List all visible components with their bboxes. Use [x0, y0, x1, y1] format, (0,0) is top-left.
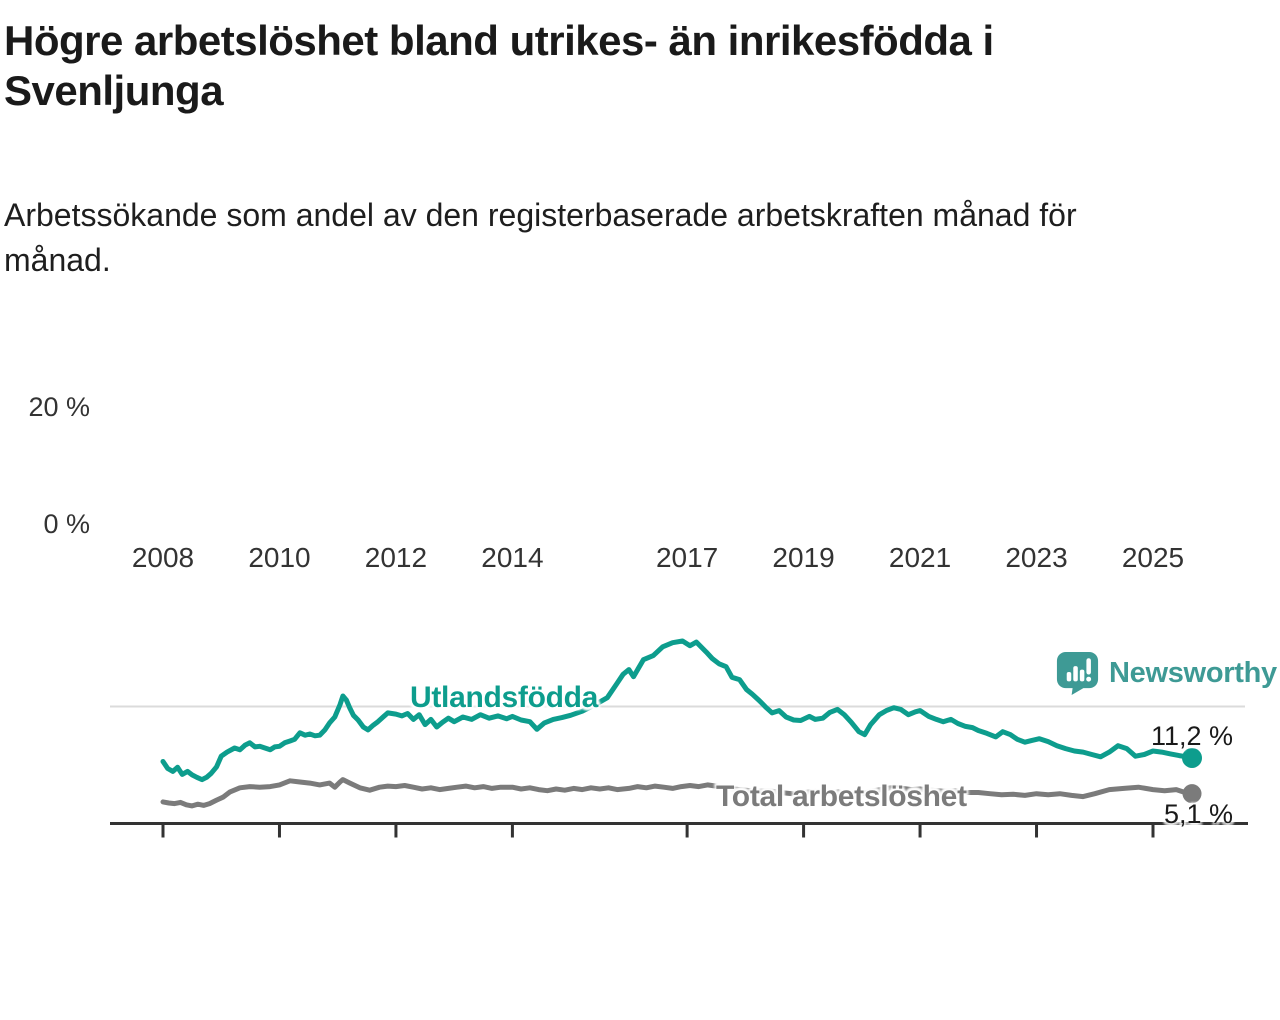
newsworthy-logo-text: Newsworthy: [1109, 657, 1277, 689]
page-subtitle: Arbetssökande som andel av den registerb…: [4, 197, 1077, 278]
x-tick-label: 2025: [1121, 542, 1185, 573]
value-label-total-arbetsloshet: 5,1 %: [1164, 799, 1234, 829]
x-tick-label: 2021: [888, 542, 952, 573]
x-tick-label: 2023: [1005, 542, 1068, 573]
page-title: Högre arbetslöshet bland utrikes- än inr…: [4, 17, 994, 114]
series-label-utlandsfodda: Utlandsfödda: [410, 681, 599, 714]
x-tick-label: 2014: [481, 542, 544, 573]
newsworthy-logo: Newsworthy: [1054, 649, 1280, 699]
value-label-utlandsfodda: 11,2 %: [1150, 721, 1233, 751]
y-tick-label: 20 %: [28, 391, 90, 422]
x-tick-label: 2017: [655, 542, 719, 573]
x-tick-label: 2012: [364, 542, 428, 573]
line-chart: Utlandsfödda Total arbetslöshet 11,2 % 5…: [0, 300, 1280, 838]
series-line-total-arbetsloshet: [160, 777, 1195, 809]
series-line-utlandsfodda: [160, 638, 1195, 783]
newsworthy-logo-icon: [1056, 651, 1099, 696]
x-tick-label: 2019: [772, 542, 835, 573]
y-tick-label: 0 %: [43, 508, 90, 539]
x-tick-label: 2010: [248, 542, 311, 573]
series-label-total-arbetsloshet: Total arbetslöshet: [716, 780, 967, 813]
x-tick-label: 2008: [131, 542, 195, 573]
